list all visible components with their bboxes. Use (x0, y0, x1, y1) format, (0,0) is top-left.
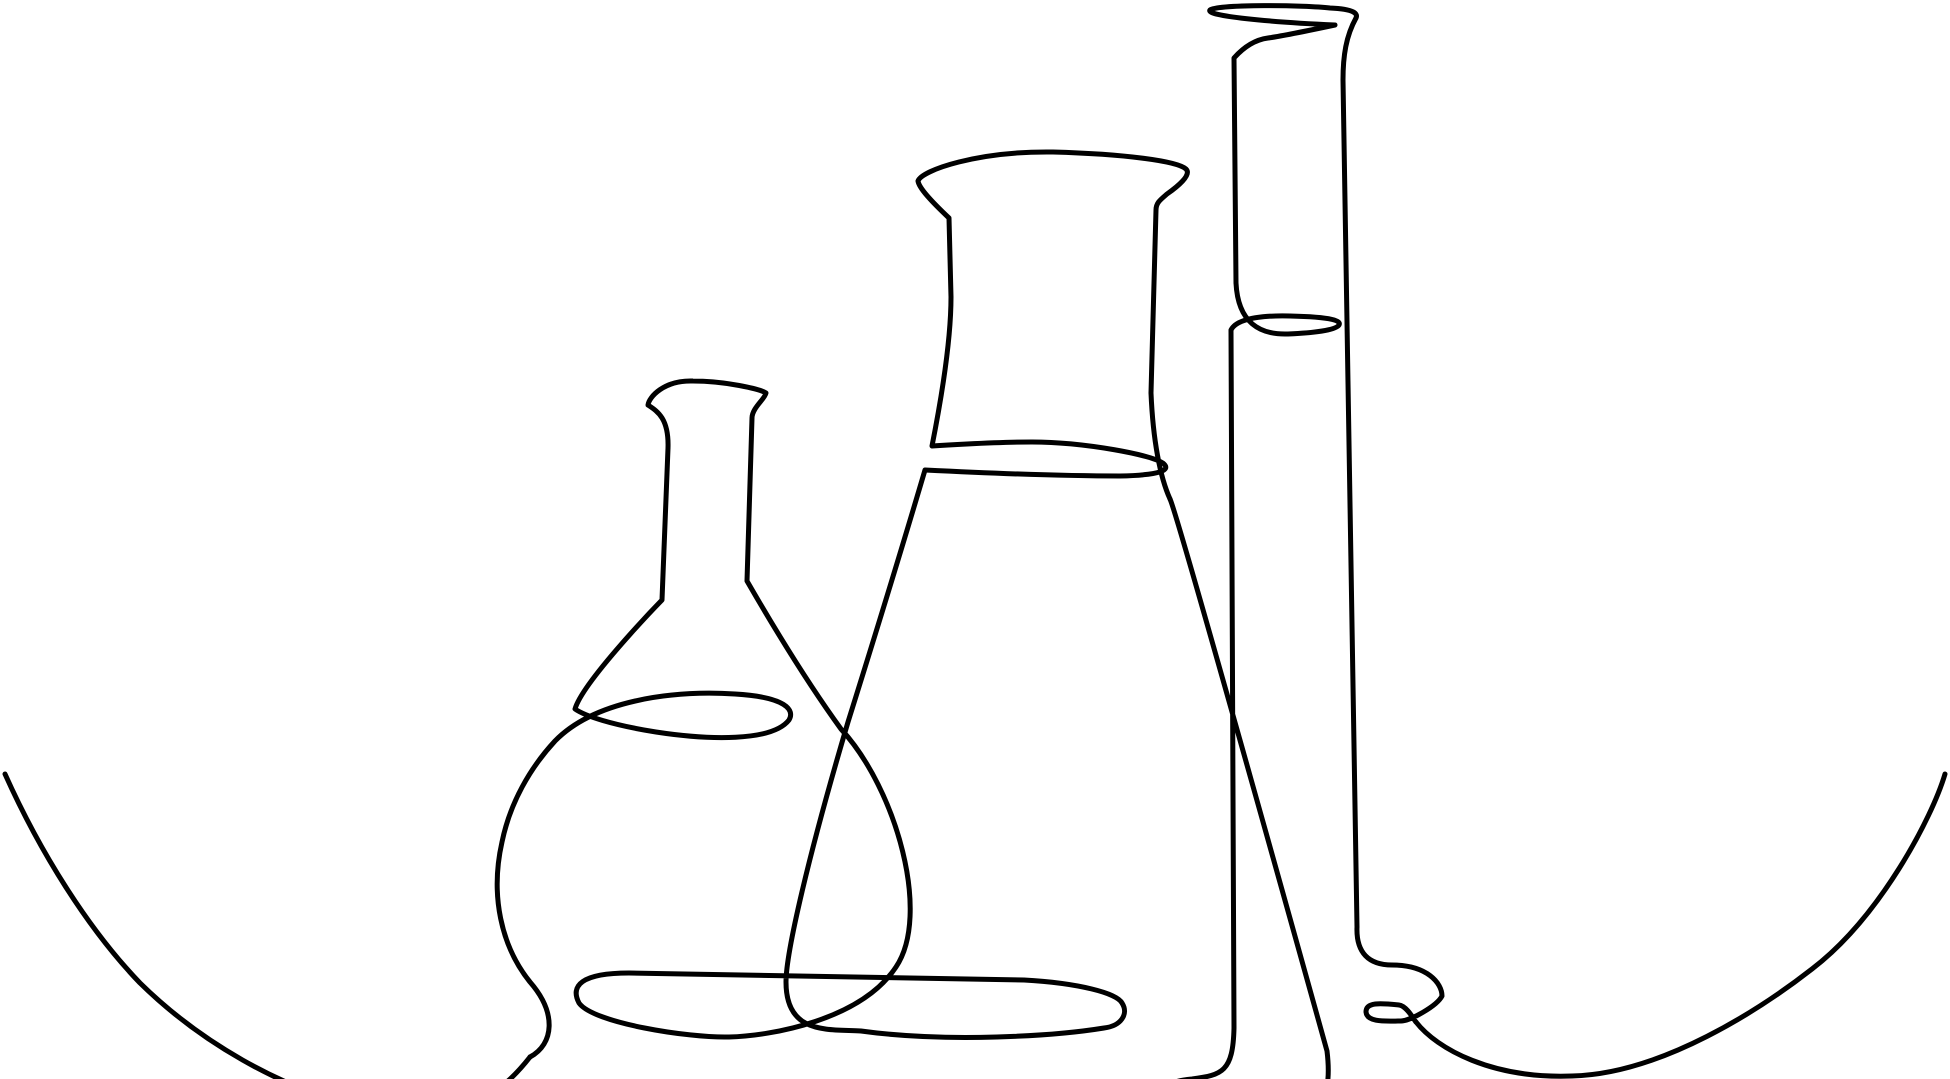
test-tube (1167, 3, 1359, 1079)
erlenmeyer-flask (626, 149, 1190, 1040)
right-base-curve (1413, 771, 1948, 1079)
graduated-cylinder (1340, 15, 1445, 1025)
florence-flask (494, 378, 913, 1060)
left-base-curve (2, 771, 533, 1079)
